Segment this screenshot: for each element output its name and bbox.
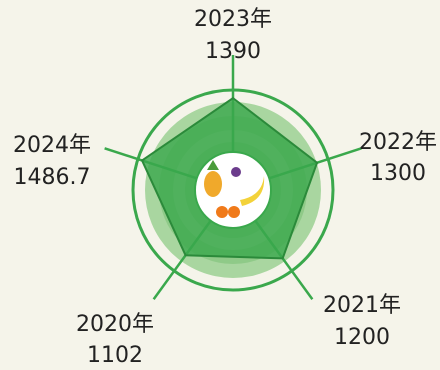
value-label: 1390 — [205, 39, 261, 64]
category-label: 2024年 — [13, 133, 91, 158]
category-label: 2020年 — [76, 312, 154, 337]
value-label: 1486.7 — [14, 165, 91, 190]
value-label: 1102 — [87, 343, 143, 368]
category-label: 2023年 — [194, 7, 272, 32]
labels: 2023年 1390 2022年 1300 2021年 1200 2020年 1102 2024… — [13, 7, 437, 368]
grapes — [231, 167, 241, 177]
category-label: 2021年 — [323, 293, 401, 318]
pineapple — [204, 171, 222, 197]
orange — [216, 206, 228, 218]
pineapple-leaves — [207, 160, 219, 170]
banana — [240, 176, 265, 206]
orange — [228, 206, 240, 218]
value-label: 1200 — [334, 325, 390, 350]
value-label: 1300 — [370, 161, 426, 186]
category-label: 2022年 — [359, 130, 437, 155]
fruit-center — [194, 151, 272, 229]
center-circle — [194, 151, 272, 229]
